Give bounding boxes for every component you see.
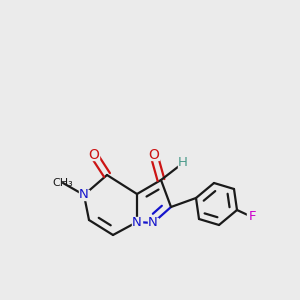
Text: N: N <box>148 217 158 230</box>
Text: O: O <box>88 148 99 162</box>
Bar <box>149 150 159 160</box>
Text: CH₃: CH₃ <box>52 178 74 188</box>
Bar <box>148 218 158 228</box>
Text: N: N <box>132 215 142 229</box>
Text: O: O <box>148 148 159 162</box>
Text: H: H <box>178 157 188 169</box>
Bar <box>89 150 99 160</box>
Bar <box>132 217 142 227</box>
Bar <box>79 190 89 200</box>
Bar <box>247 212 257 222</box>
Text: F: F <box>248 211 256 224</box>
Text: N: N <box>79 188 89 202</box>
Bar <box>178 158 188 168</box>
